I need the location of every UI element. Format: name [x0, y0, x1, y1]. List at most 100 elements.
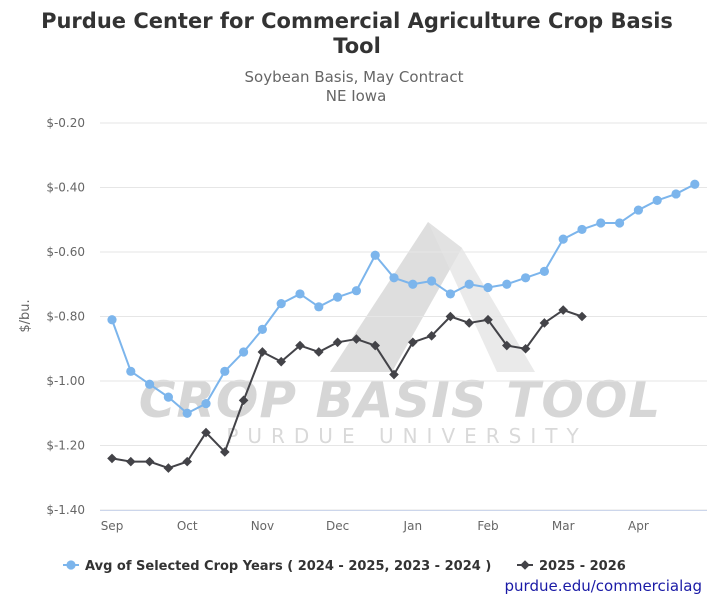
- y-tick-label: $-0.40: [46, 181, 85, 195]
- chart-subtitle-line-2: NE Iowa: [326, 87, 387, 105]
- chart-subtitle-line-1: Soybean Basis, May Contract: [245, 68, 464, 86]
- x-tick-label: Mar: [552, 519, 575, 533]
- x-tick-label: Jan: [403, 519, 423, 533]
- legend-item-avg[interactable]: Avg of Selected Crop Years ( 2024 - 2025…: [63, 559, 491, 574]
- credit-link[interactable]: purdue.edu/commercialag: [505, 577, 702, 595]
- legend-item-2025-2026[interactable]: 2025 - 2026: [517, 559, 626, 574]
- data-point[interactable]: [445, 311, 456, 322]
- data-point[interactable]: [690, 179, 700, 189]
- data-point[interactable]: [408, 279, 418, 289]
- data-point[interactable]: [295, 289, 305, 299]
- watermark-logo-shape-right: [428, 222, 535, 372]
- x-tick-label: Feb: [477, 519, 498, 533]
- data-point[interactable]: [182, 456, 192, 467]
- data-point[interactable]: [615, 218, 625, 228]
- data-point[interactable]: [295, 340, 305, 351]
- crop-basis-tool-watermark: CROP BASIS TOOL PURDUE UNIVERSITY: [139, 222, 662, 448]
- data-point[interactable]: [370, 340, 380, 351]
- data-point[interactable]: [633, 205, 644, 215]
- series-avg-selected-years: [107, 179, 700, 418]
- legend-marker: [520, 560, 530, 570]
- legend-marker: [66, 560, 76, 570]
- y-tick-label: $-0.80: [46, 310, 85, 324]
- data-point[interactable]: [370, 250, 380, 260]
- data-point[interactable]: [502, 340, 512, 351]
- data-point[interactable]: [126, 456, 136, 467]
- y-axis-title: $/bu.: [18, 299, 33, 332]
- data-point[interactable]: [220, 447, 230, 457]
- y-grid: [100, 122, 707, 511]
- x-tick-label: Oct: [177, 519, 198, 533]
- data-point[interactable]: [464, 279, 474, 289]
- data-point[interactable]: [577, 311, 587, 322]
- y-axis: $-0.20 $-0.40 $-0.60 $-0.80 $-1.00 $-1.20 $-1.…: [46, 116, 85, 517]
- y-tick-label: $-0.60: [46, 245, 85, 259]
- x-tick-label: Nov: [251, 519, 274, 533]
- series-layer: [107, 179, 700, 473]
- chart-title-line-2: Tool: [333, 34, 381, 58]
- data-point[interactable]: [445, 289, 455, 299]
- data-point[interactable]: [389, 273, 399, 283]
- data-point[interactable]: [144, 456, 155, 467]
- data-point[interactable]: [145, 379, 155, 389]
- data-point[interactable]: [333, 292, 343, 302]
- data-point[interactable]: [107, 315, 117, 325]
- x-tick-label: Dec: [326, 519, 349, 533]
- data-point[interactable]: [521, 273, 531, 283]
- data-point[interactable]: [163, 392, 173, 402]
- series-2025-2026: [107, 305, 587, 473]
- y-tick-label: $-0.20: [46, 116, 85, 130]
- data-point[interactable]: [220, 366, 230, 376]
- data-point[interactable]: [351, 334, 362, 344]
- data-point[interactable]: [107, 453, 117, 464]
- data-point[interactable]: [539, 318, 550, 328]
- data-point[interactable]: [314, 302, 324, 312]
- data-point[interactable]: [652, 195, 662, 205]
- data-point[interactable]: [389, 369, 399, 380]
- data-point[interactable]: [596, 218, 606, 228]
- data-point[interactable]: [257, 347, 268, 357]
- data-point[interactable]: [577, 224, 587, 235]
- y-tick-label: $-1.40: [46, 503, 85, 517]
- data-point[interactable]: [126, 366, 136, 376]
- data-point[interactable]: [239, 347, 249, 357]
- y-tick-label: $-1.20: [46, 439, 85, 453]
- y-tick-label: $-1.00: [46, 374, 85, 388]
- data-point[interactable]: [483, 282, 493, 293]
- data-point[interactable]: [558, 234, 568, 244]
- data-point[interactable]: [671, 189, 681, 199]
- watermark-main-text: CROP BASIS TOOL: [139, 371, 662, 429]
- data-point[interactable]: [332, 337, 343, 348]
- data-point[interactable]: [520, 343, 531, 354]
- data-point[interactable]: [201, 427, 211, 438]
- data-point[interactable]: [238, 395, 249, 406]
- chart-title-line-1: Purdue Center for Commercial Agriculture…: [41, 9, 673, 33]
- data-point[interactable]: [539, 266, 550, 276]
- series-line: [111, 309, 583, 470]
- legend: Avg of Selected Crop Years ( 2024 - 2025…: [63, 559, 626, 574]
- data-point[interactable]: [276, 299, 286, 309]
- data-point[interactable]: [201, 398, 211, 409]
- data-point[interactable]: [558, 305, 568, 315]
- data-point[interactable]: [182, 408, 192, 418]
- data-point[interactable]: [483, 314, 493, 325]
- data-point[interactable]: [351, 286, 361, 296]
- legend-label: Avg of Selected Crop Years ( 2024 - 2025…: [85, 559, 491, 574]
- x-tick-label: Sep: [101, 519, 124, 533]
- data-point[interactable]: [464, 318, 474, 328]
- data-point[interactable]: [502, 279, 512, 289]
- data-point[interactable]: [408, 337, 418, 348]
- x-tick-label: Apr: [628, 519, 649, 533]
- legend-label: 2025 - 2026: [539, 559, 626, 574]
- data-point[interactable]: [257, 324, 267, 334]
- watermark-sub-text: PURDUE UNIVERSITY: [226, 424, 587, 448]
- data-point[interactable]: [314, 347, 324, 357]
- data-point[interactable]: [427, 276, 437, 286]
- data-point[interactable]: [163, 463, 174, 473]
- x-axis: Sep Oct Nov Dec Jan Feb Mar Apr: [100, 510, 707, 533]
- data-point[interactable]: [276, 356, 286, 367]
- watermark-logo-shape: [330, 222, 462, 372]
- data-point[interactable]: [426, 331, 437, 341]
